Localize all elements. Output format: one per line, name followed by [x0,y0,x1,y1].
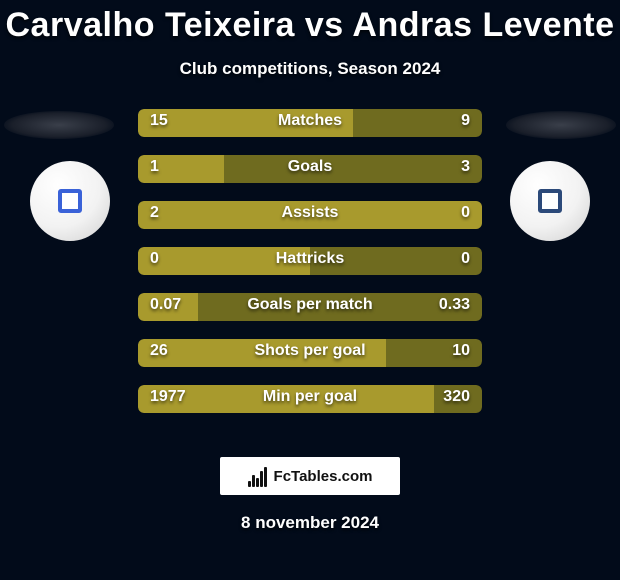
stat-row: Assists20 [138,201,482,229]
stat-bar [138,155,482,183]
stat-bar [138,109,482,137]
stat-row: Goals13 [138,155,482,183]
stat-bar [138,201,482,229]
stat-bar-left [138,155,224,183]
stat-bar-left [138,385,434,413]
crest-badge-right-icon [538,189,562,213]
stat-bar [138,247,482,275]
stat-row: Min per goal1977320 [138,385,482,413]
page-title: Carvalho Teixeira vs Andras Levente [0,0,620,45]
stat-bar-left [138,109,353,137]
club-crest-right [510,161,590,241]
player-shadow-left [4,111,114,139]
stat-bars: Matches159 Goals13 Assists20 Hattricks00 Goa… [138,109,482,431]
brand-text: FcTables.com [274,468,373,485]
stat-bar-right [224,155,482,183]
snapshot-date: 8 november 2024 [0,513,620,533]
stat-bar [138,385,482,413]
brand-badge: FcTables.com [220,457,400,495]
page-subtitle: Club competitions, Season 2024 [0,59,620,79]
stat-bar-left [138,293,198,321]
brand-logo-icon [248,465,270,487]
stat-bar-left [138,201,482,229]
stat-bar-right [198,293,482,321]
stat-row: Shots per goal2610 [138,339,482,367]
stat-bar [138,339,482,367]
stat-bar-right [434,385,482,413]
stat-bar-left [138,247,310,275]
stat-row: Goals per match0.070.33 [138,293,482,321]
stat-bar-right [386,339,482,367]
stat-bar-right [353,109,482,137]
crest-badge-left-icon [58,189,82,213]
stat-bar-left [138,339,386,367]
club-crest-left [30,161,110,241]
player-shadow-right [506,111,616,139]
stat-bar [138,293,482,321]
stat-bar-right [310,247,482,275]
stat-row: Matches159 [138,109,482,137]
comparison-chart: Matches159 Goals13 Assists20 Hattricks00 Goa… [0,109,620,439]
stat-row: Hattricks00 [138,247,482,275]
